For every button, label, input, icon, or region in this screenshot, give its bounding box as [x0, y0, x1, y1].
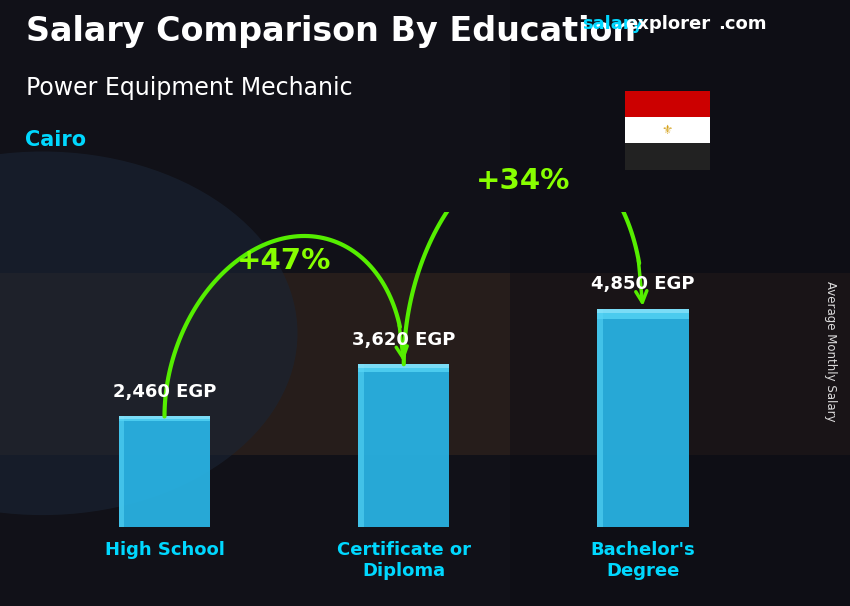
Text: +34%: +34%	[476, 167, 570, 195]
Text: salary: salary	[582, 15, 643, 33]
Bar	[0, 273, 850, 454]
Text: +47%: +47%	[237, 247, 332, 275]
Bar	[119, 416, 210, 419]
Text: ⚜: ⚜	[661, 124, 673, 137]
Text: Power Equipment Mechanic: Power Equipment Mechanic	[26, 76, 352, 100]
Circle shape	[0, 152, 298, 515]
Bar	[358, 364, 450, 527]
Bar	[358, 364, 364, 527]
Text: Average Monthly Salary: Average Monthly Salary	[824, 281, 837, 422]
Bar	[510, 0, 850, 606]
Text: 3,620 EGP: 3,620 EGP	[352, 330, 456, 348]
Bar	[625, 91, 710, 117]
Text: 4,850 EGP: 4,850 EGP	[592, 275, 694, 293]
Bar	[598, 309, 603, 527]
Bar	[358, 364, 450, 371]
Bar	[119, 416, 210, 527]
Bar	[598, 309, 688, 313]
Text: Salary Comparison By Education: Salary Comparison By Education	[26, 15, 636, 48]
Bar	[0, 0, 850, 273]
Bar	[625, 117, 710, 144]
Bar	[625, 144, 710, 170]
Text: 2,460 EGP: 2,460 EGP	[113, 383, 216, 401]
Bar	[0, 454, 850, 606]
Bar	[358, 364, 450, 367]
Bar	[119, 416, 210, 421]
Bar	[119, 416, 124, 527]
Bar	[598, 309, 688, 527]
Text: Cairo: Cairo	[26, 130, 87, 150]
Text: .com: .com	[718, 15, 767, 33]
Text: explorer: explorer	[625, 15, 710, 33]
Bar	[598, 309, 688, 319]
